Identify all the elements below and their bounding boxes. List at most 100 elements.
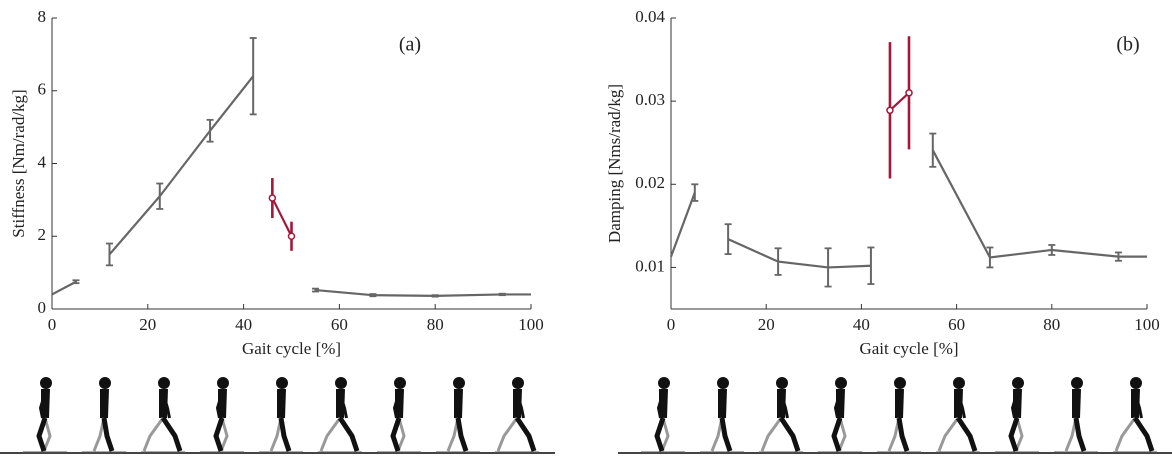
y-axis-label: Stiffness [Nm/rad/kg] (9, 89, 28, 237)
front-leg (278, 417, 292, 452)
gait-silhouettes (0, 377, 555, 454)
y-tick-label: 0.04 (635, 7, 665, 26)
front-leg (654, 417, 666, 452)
x-axis-label: Gait cycle [%] (242, 339, 341, 358)
error-bar (724, 223, 732, 256)
head (394, 377, 406, 389)
error-bar (824, 247, 832, 288)
front-leg (719, 417, 733, 452)
arm (656, 392, 665, 419)
series-line (889, 92, 910, 112)
head (512, 377, 524, 389)
arm (161, 392, 171, 419)
head (276, 377, 288, 389)
arm (38, 392, 47, 419)
y-tick-label: 6 (38, 80, 47, 99)
torso (954, 389, 963, 418)
front-leg (896, 417, 910, 452)
x-tick-label: 40 (235, 315, 252, 334)
arm (279, 393, 285, 419)
head (335, 377, 347, 389)
error-bar (206, 118, 214, 143)
x-tick-label: 80 (427, 315, 444, 334)
x-tick-label: 0 (48, 315, 57, 334)
error-bar (774, 247, 782, 276)
arm (102, 393, 108, 419)
marker (268, 194, 277, 202)
front-leg (831, 417, 843, 452)
head (717, 377, 729, 389)
error-bar (249, 37, 257, 116)
front-leg (390, 417, 402, 452)
error-bar (156, 182, 164, 210)
front-leg (455, 417, 469, 452)
front-leg (101, 417, 115, 452)
arm (833, 392, 842, 419)
error-bar (498, 292, 506, 297)
series-line (271, 197, 293, 237)
arm (338, 392, 348, 419)
annotation: (a) (399, 34, 421, 56)
front-leg (36, 417, 48, 452)
marker (905, 89, 913, 97)
error-bar (431, 294, 439, 298)
gait-silhouettes (618, 377, 1172, 454)
arm (1133, 392, 1143, 419)
y-tick-label: 0.03 (635, 90, 665, 109)
arm (392, 392, 401, 419)
back-leg (1114, 417, 1137, 452)
head (1130, 377, 1142, 389)
y-tick-label: 4 (38, 152, 47, 171)
x-tick-label: 100 (1134, 315, 1160, 334)
x-axis-label: Gait cycle [%] (859, 339, 958, 358)
back-leg (496, 417, 519, 452)
annotation: (b) (1116, 34, 1139, 56)
back-leg (937, 417, 960, 452)
front-leg (514, 416, 537, 452)
marker (287, 232, 296, 240)
back-leg (660, 417, 670, 452)
error-bar (867, 246, 875, 285)
back-leg (319, 417, 342, 452)
arm (215, 392, 224, 419)
y-tick-label: 0.02 (635, 173, 665, 192)
error-bar (72, 279, 80, 285)
error-bar (691, 183, 699, 202)
series-line (669, 149, 1147, 269)
head (158, 377, 170, 389)
y-tick-label: 2 (38, 225, 47, 244)
front-leg (337, 416, 360, 452)
arm (1074, 393, 1080, 419)
x-tick-label: 80 (1043, 315, 1060, 334)
head (953, 377, 965, 389)
head (99, 377, 111, 389)
error-bar (929, 132, 937, 168)
y-tick-label: 0 (38, 298, 47, 317)
head (835, 377, 847, 389)
error-bar (1048, 244, 1056, 256)
arm (515, 392, 525, 419)
arm (956, 392, 966, 419)
back-leg (219, 417, 229, 452)
arm (456, 393, 462, 419)
x-tick-label: 40 (853, 315, 870, 334)
torso (336, 389, 345, 418)
front-leg (1132, 416, 1155, 452)
head (658, 377, 670, 389)
marker (886, 106, 894, 115)
arm (720, 393, 726, 419)
x-tick-label: 20 (139, 315, 156, 334)
back-leg (42, 417, 52, 452)
error-bar (369, 293, 377, 298)
front-leg (213, 417, 225, 452)
error-bar (311, 287, 319, 293)
x-tick-label: 60 (331, 315, 348, 334)
x-tick-label: 60 (948, 315, 965, 334)
head (1071, 377, 1083, 389)
back-leg (837, 417, 847, 452)
back-leg (396, 417, 406, 452)
head (40, 377, 52, 389)
torso (513, 389, 522, 418)
head (776, 377, 788, 389)
